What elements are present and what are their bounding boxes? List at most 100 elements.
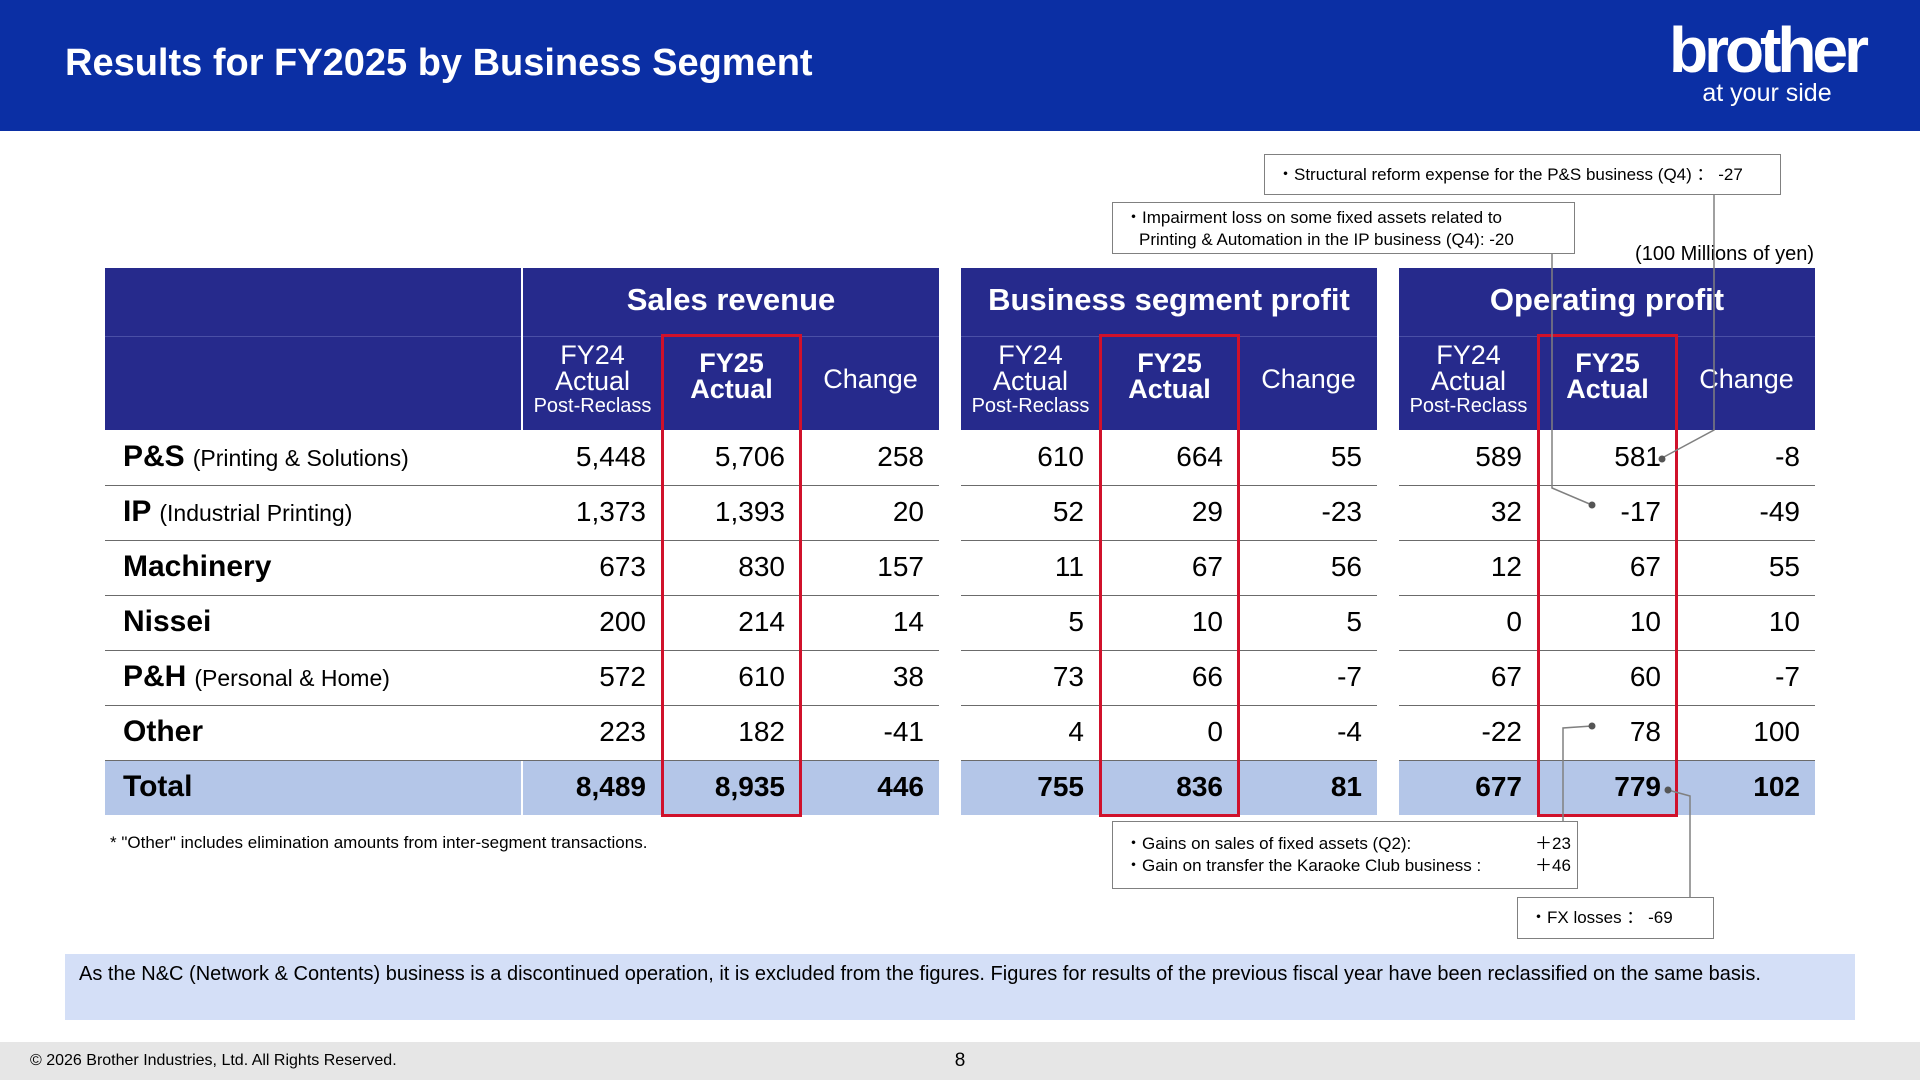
callout-text: ・Gain on transfer the Karaoke Club busin… xyxy=(1125,856,1482,875)
table-cell: -17 xyxy=(1620,496,1661,527)
row-label-6: Total xyxy=(123,760,192,814)
segment-name: Nissei xyxy=(123,605,212,638)
column-header: FY24 Actual Post-Reclass xyxy=(523,342,662,418)
table-cell: 1,373 xyxy=(575,496,646,527)
row-divider xyxy=(1399,760,1815,761)
row-divider xyxy=(523,595,939,596)
callout-structural-reform: ・Structural reform expense for the P&S b… xyxy=(1264,154,1781,195)
brother-logo: brother xyxy=(1669,14,1869,86)
column-header-l1: Change xyxy=(1699,364,1794,394)
footnote: * "Other" includes elimination amounts f… xyxy=(110,833,648,852)
row-divider xyxy=(105,595,523,596)
table-cell: 214 xyxy=(738,606,785,637)
table-cell: -41 xyxy=(883,716,924,747)
row-divider xyxy=(961,485,1377,486)
table-cell: 157 xyxy=(877,551,924,582)
table-cell: 81 xyxy=(1330,771,1362,802)
row-divider xyxy=(105,540,523,541)
table-cell: -22 xyxy=(1481,716,1522,747)
callout-line: ・Gain on transfer the Karaoke Club busin… xyxy=(1125,855,1571,877)
table-cell: 258 xyxy=(877,441,924,472)
header-bar xyxy=(0,0,1920,131)
table-cell: 589 xyxy=(1475,441,1522,472)
table-cell: 38 xyxy=(892,661,924,692)
table-cell: 78 xyxy=(1629,716,1661,747)
callout-text: ・Gains on sales of fixed assets (Q2): xyxy=(1125,834,1412,853)
row-divider xyxy=(523,540,939,541)
segment-name: Total xyxy=(123,770,193,803)
table-cell: 10 xyxy=(1629,606,1661,637)
table-cell: 4 xyxy=(1068,716,1084,747)
fy25-highlight-box xyxy=(661,334,802,817)
table-cell: 55 xyxy=(1768,551,1800,582)
column-header: Change xyxy=(1239,366,1378,393)
footer-bar xyxy=(0,1042,1920,1080)
info-box: As the N&C (Network & Contents) business… xyxy=(65,954,1855,1020)
column-header-l1: FY25 xyxy=(1137,348,1202,378)
column-header-l3: Post-Reclass xyxy=(533,395,652,417)
callout-gains: ・Gains on sales of fixed assets (Q2): ＋23… xyxy=(1112,821,1578,889)
table-cell: 5,706 xyxy=(714,441,785,472)
table-cell: 11 xyxy=(1054,551,1084,582)
table-header-band-1 xyxy=(961,268,1377,430)
column-header: Change xyxy=(801,364,940,394)
table-cell: 52 xyxy=(1052,496,1084,527)
table-cell: -4 xyxy=(1337,716,1362,747)
row-label-3: Nissei xyxy=(123,595,211,649)
table-header-band-2 xyxy=(1399,268,1815,430)
total-row-bg xyxy=(961,761,1377,815)
table-cell: -7 xyxy=(1775,661,1800,692)
column-header-l3: Post-Reclass xyxy=(971,395,1090,417)
column-header-l2: Actual xyxy=(992,366,1069,396)
info-text: As the N&C (Network & Contents) business… xyxy=(79,963,1761,985)
table-cell: 8,489 xyxy=(575,771,646,802)
segment-subname: (Personal & Home) xyxy=(194,665,390,691)
table-cell: 836 xyxy=(1176,771,1223,802)
table-cell: 73 xyxy=(1052,661,1084,692)
row-label-4: P&H (Personal & Home) xyxy=(123,650,390,704)
segment-name: IP xyxy=(123,495,152,528)
row-divider xyxy=(961,540,1377,541)
total-row-bg xyxy=(523,761,939,815)
page-title: Results for FY2025 by Business Segment xyxy=(65,42,813,84)
table-cell: 102 xyxy=(1753,771,1800,802)
table-cell: 673 xyxy=(599,551,646,582)
header-divider xyxy=(105,336,521,337)
column-header-l3: Post-Reclass xyxy=(1409,395,1528,417)
callout-text: ・Structural reform expense for the P&S b… xyxy=(1277,165,1743,184)
page-number: 8 xyxy=(954,1050,966,1071)
fy25-highlight-box xyxy=(1099,334,1240,817)
table-cell: 581 xyxy=(1614,441,1661,472)
table-cell: 67 xyxy=(1629,551,1661,582)
column-header-l1: FY24 xyxy=(1436,340,1501,370)
table-cell: 14 xyxy=(892,606,924,637)
table-cell: 830 xyxy=(738,551,785,582)
column-header-l1: Change xyxy=(823,364,918,394)
segment-name: Machinery xyxy=(123,550,272,583)
row-divider xyxy=(1399,705,1815,706)
callout-text: Printing & Automation in the IP business… xyxy=(1139,230,1514,249)
callout-text: ・Impairment loss on some fixed assets re… xyxy=(1125,208,1502,227)
copyright: © 2026 Brother Industries, Ltd. All Righ… xyxy=(30,1052,397,1069)
row-divider xyxy=(1399,540,1815,541)
callout-amount: ＋46 xyxy=(1535,856,1571,875)
segment-name: Other xyxy=(123,715,204,748)
table-cell: 100 xyxy=(1753,716,1800,747)
row-divider xyxy=(1399,485,1815,486)
column-header-l1: FY25 xyxy=(699,348,764,378)
table-cell: 5 xyxy=(1068,606,1084,637)
callout-text: ・FX losses ： -69 xyxy=(1530,908,1673,927)
table-cell: -8 xyxy=(1775,441,1800,472)
row-divider xyxy=(105,705,523,706)
row-divider xyxy=(523,650,939,651)
table-header-band-0 xyxy=(523,268,939,430)
table-cell: 20 xyxy=(892,496,924,527)
table-cell: 610 xyxy=(738,661,785,692)
row-label-1: IP (Industrial Printing) xyxy=(123,485,352,539)
table-cell: 1,393 xyxy=(714,496,785,527)
row-divider xyxy=(105,485,523,486)
logo-tagline: at your side xyxy=(1702,79,1832,107)
table-cell: 223 xyxy=(599,716,646,747)
table-cell: 67 xyxy=(1490,661,1522,692)
total-row-bg xyxy=(105,761,521,815)
